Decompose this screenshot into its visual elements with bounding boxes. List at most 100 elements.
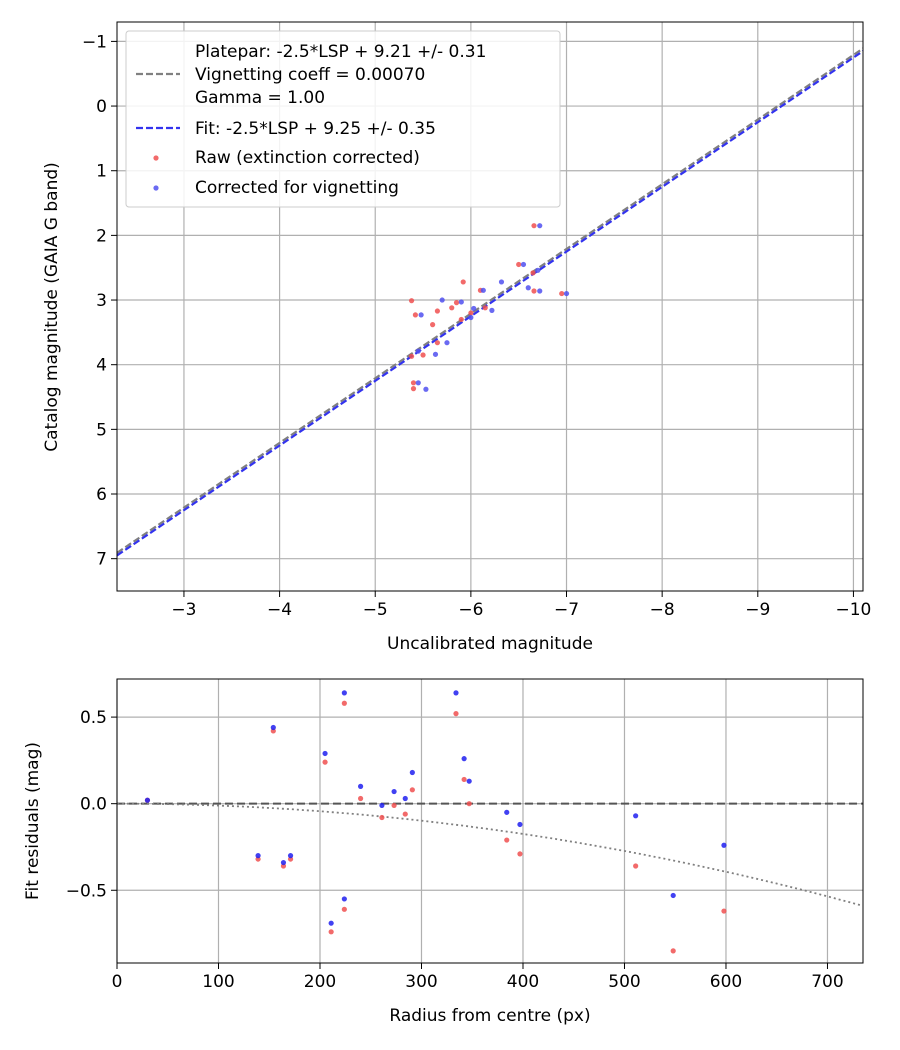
y-tick-label: 1 xyxy=(96,162,107,182)
x-tick-label: 700 xyxy=(811,972,843,992)
raw-point xyxy=(458,316,464,323)
corrected-point xyxy=(537,223,543,229)
raw-point xyxy=(482,305,488,311)
legend-frame xyxy=(125,30,561,208)
corrected-point xyxy=(453,690,459,696)
corrected-point xyxy=(287,853,294,859)
corrected-point xyxy=(444,340,450,346)
raw-point xyxy=(391,802,397,809)
raw-point xyxy=(379,814,385,821)
x-tick-label: −3 xyxy=(171,600,196,620)
corrected-point xyxy=(341,896,347,902)
raw-point xyxy=(531,288,537,294)
corrected-point xyxy=(468,314,474,321)
legend-marker-corrected xyxy=(153,185,159,191)
corrected-point xyxy=(415,380,421,386)
raw-point xyxy=(408,298,415,304)
x-tick-label: −7 xyxy=(554,600,579,620)
y-tick-label: 2 xyxy=(96,226,107,246)
corrected-point xyxy=(423,386,429,392)
fit-line-fit xyxy=(116,50,864,557)
corrected-point xyxy=(322,750,328,757)
x-tick-label: 100 xyxy=(202,972,234,992)
bottom-axes-frame xyxy=(116,678,864,964)
legend-label-gamma: Gamma = 1.00 xyxy=(195,88,325,108)
x-tick-label: −4 xyxy=(267,600,292,620)
bottom-lines xyxy=(117,802,864,907)
corrected-point xyxy=(721,842,727,848)
raw-point xyxy=(670,948,676,954)
corrected-point xyxy=(439,297,445,303)
y-tick-label: 0 xyxy=(96,97,107,117)
corrected-point xyxy=(537,288,543,294)
raw-point xyxy=(408,353,415,359)
top-legend: Platepar: -2.5*LSP + 9.21 +/- 0.31 Vigne… xyxy=(125,30,561,208)
corrected-point xyxy=(402,795,408,802)
raw-point xyxy=(402,811,408,817)
raw-point xyxy=(420,352,426,358)
raw-point xyxy=(633,863,639,869)
bottom-points xyxy=(144,690,727,954)
raw-point xyxy=(341,700,347,706)
raw-point xyxy=(453,711,459,717)
corrected-point xyxy=(391,788,397,795)
raw-point xyxy=(517,851,523,857)
legend-label-fit: Fit: -2.5*LSP + 9.25 +/- 0.35 xyxy=(195,119,436,139)
x-tick-label: −5 xyxy=(363,600,388,620)
bottom-x-axis-label: Radius from centre (px) xyxy=(389,1006,590,1026)
raw-point xyxy=(453,300,460,306)
corrected-point xyxy=(280,859,287,866)
corrected-point xyxy=(670,892,676,899)
y-tick-label: 0.0 xyxy=(80,795,107,815)
corrected-point xyxy=(517,821,523,828)
raw-point xyxy=(357,795,364,802)
raw-point xyxy=(341,906,347,912)
raw-point xyxy=(328,929,334,935)
corrected-point xyxy=(480,287,486,293)
corrected-point xyxy=(144,797,151,803)
bottom-chart: 0 100 200 300 400 500 600 700 −0.5 0.0 0.5 Radius … xyxy=(23,678,864,1026)
corrected-point xyxy=(461,756,467,762)
corrected-point xyxy=(489,307,495,313)
corrected-point xyxy=(270,724,276,731)
raw-point xyxy=(410,380,417,386)
top-axes-frame xyxy=(116,21,864,592)
raw-point xyxy=(531,223,537,229)
raw-point xyxy=(410,386,417,392)
raw-point xyxy=(434,308,440,314)
fit-line-platepar xyxy=(116,47,864,554)
raw-point xyxy=(322,759,328,765)
legend-label-vignetting: Vignetting coeff = 0.00070 xyxy=(195,65,425,85)
corrected-point xyxy=(458,299,464,305)
corrected-point xyxy=(520,261,527,268)
bottom-grid xyxy=(116,679,863,963)
top-lines xyxy=(116,47,864,557)
corrected-point xyxy=(563,290,570,297)
corrected-point xyxy=(357,783,364,789)
x-tick-label: −8 xyxy=(650,600,675,620)
bottom-ticks: 0 100 200 300 400 500 600 700 −0.5 0.0 0.5 xyxy=(66,708,844,992)
x-tick-label: 200 xyxy=(304,972,336,992)
corrected-point xyxy=(471,305,477,312)
x-tick-label: 300 xyxy=(405,972,437,992)
x-tick-label: −9 xyxy=(745,600,770,620)
y-tick-label: 4 xyxy=(96,356,107,376)
top-y-axis-label: Catalog magnitude (GAIA G band) xyxy=(42,162,62,452)
x-tick-label: −10 xyxy=(835,600,871,620)
top-x-axis-label: Uncalibrated magnitude xyxy=(387,634,593,654)
y-tick-label: −0.5 xyxy=(66,881,107,901)
x-tick-label: −6 xyxy=(458,600,483,620)
corrected-point xyxy=(498,279,505,285)
corrected-point xyxy=(415,348,421,354)
x-tick-label: 500 xyxy=(608,972,640,992)
raw-point xyxy=(530,270,536,276)
raw-point xyxy=(460,279,466,285)
legend-label-corrected: Corrected for vignetting xyxy=(195,178,399,198)
corrected-point xyxy=(633,813,639,819)
corrected-point xyxy=(409,769,415,776)
y-tick-label: 7 xyxy=(96,550,107,570)
corrected-point xyxy=(504,809,510,815)
